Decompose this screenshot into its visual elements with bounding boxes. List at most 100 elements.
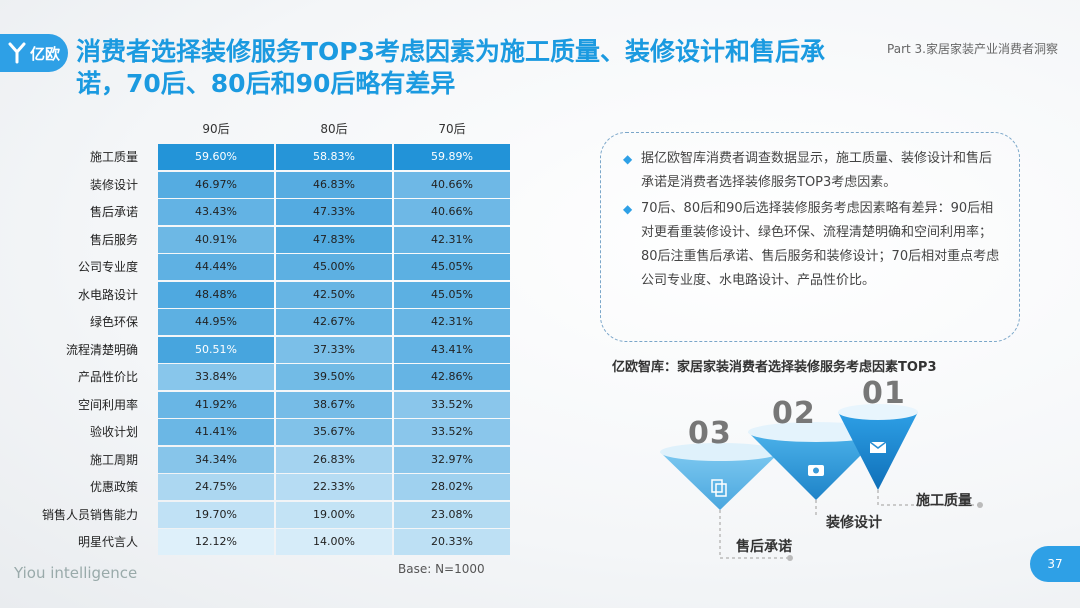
envelope-icon xyxy=(869,441,887,453)
diamond-icon: ◆ xyxy=(623,202,633,216)
column-header: 80后 xyxy=(320,122,348,136)
table-cell: 12.12% xyxy=(158,529,274,555)
table-cell: 41.41% xyxy=(158,419,274,445)
table-cell: 40.66% xyxy=(394,171,510,198)
table-row: 空间利用率 41.92% 38.67% 33.52% xyxy=(18,391,510,418)
row-label: 流程清楚明确 xyxy=(65,342,138,357)
callout-bullet: ◆ 70后、80后和90后选择装修服务考虑因素略有差异：90后相对更看重装修设计… xyxy=(623,197,1001,293)
table-cell: 42.31% xyxy=(394,226,510,253)
rank-03: 03 xyxy=(688,416,732,451)
table-cell: 28.02% xyxy=(394,474,510,500)
insight-callout: ◆ 据亿欧智库消费者调查数据显示，施工质量、装修设计和售后承诺是消费者选择装修服… xyxy=(600,132,1020,342)
row-label: 售后承诺 xyxy=(89,205,138,219)
rank-02: 02 xyxy=(772,396,816,431)
table-cell: 19.00% xyxy=(276,501,392,528)
table-cell: 35.67% xyxy=(276,419,392,445)
table-cell: 45.05% xyxy=(394,281,510,308)
table-row: 施工质量 59.60% 58.83% 59.89% xyxy=(18,144,510,170)
row-label: 销售人员销售能力 xyxy=(41,507,138,522)
copy-icon xyxy=(711,479,727,497)
table-cell: 59.89% xyxy=(394,144,510,170)
table-row: 施工周期 34.34% 26.83% 32.97% xyxy=(18,446,510,473)
table-cell: 41.92% xyxy=(158,391,274,418)
table-row: 销售人员销售能力 19.70% 19.00% 23.08% xyxy=(18,501,510,528)
row-label: 空间利用率 xyxy=(77,397,138,412)
table-cell: 23.08% xyxy=(394,501,510,528)
table-row: 明星代言人 12.12% 14.00% 20.33% xyxy=(18,529,510,555)
table-cell: 33.52% xyxy=(394,391,510,418)
table-cell: 26.83% xyxy=(276,446,392,473)
label-rank-01: 施工质量 xyxy=(916,493,972,509)
logo-text: 亿欧 xyxy=(29,44,60,63)
row-label: 明星代言人 xyxy=(77,535,138,549)
row-label: 验收计划 xyxy=(89,425,138,439)
table-cell: 24.75% xyxy=(158,474,274,500)
table-cell: 50.51% xyxy=(158,336,274,363)
table-cell: 34.34% xyxy=(158,446,274,473)
table-cell: 19.70% xyxy=(158,501,274,528)
rank-01: 01 xyxy=(862,376,906,411)
table-cell: 44.95% xyxy=(158,309,274,335)
table-cell: 39.50% xyxy=(276,364,392,390)
table-row: 验收计划 41.41% 35.67% 33.52% xyxy=(18,419,510,445)
table-row: 公司专业度 44.44% 45.00% 45.05% xyxy=(18,254,510,280)
table-row: 售后承诺 43.43% 47.33% 40.66% xyxy=(18,199,510,225)
table-row: 优惠政策 24.75% 22.33% 28.02% xyxy=(18,474,510,500)
cones-graphic xyxy=(660,404,983,561)
table-cell: 42.86% xyxy=(394,364,510,390)
table-cell: 47.33% xyxy=(276,199,392,225)
table-cell: 58.83% xyxy=(276,144,392,170)
row-label: 公司专业度 xyxy=(77,260,138,274)
infographic-subtitle: 亿欧智库：家居家装消费者选择装修服务考虑因素TOP3 xyxy=(612,360,937,375)
cone-03 xyxy=(660,452,780,510)
table-cell: 45.05% xyxy=(394,254,510,280)
table-cell: 47.83% xyxy=(276,226,392,253)
table-cell: 38.67% xyxy=(276,391,392,418)
diamond-icon: ◆ xyxy=(623,152,633,166)
table-cell: 44.44% xyxy=(158,254,274,280)
page-title: 消费者选择装修服务TOP3考虑因素为施工质量、装修设计和售后承诺，70后、80后… xyxy=(76,37,826,98)
footer-brand: Yiou intelligence xyxy=(14,564,138,582)
table-cell: 43.43% xyxy=(158,199,274,225)
table-row: 装修设计 46.97% 46.83% 40.66% xyxy=(18,171,510,198)
table-cell: 37.33% xyxy=(276,336,392,363)
connector-line xyxy=(877,490,980,506)
table-cell: 48.48% xyxy=(158,281,274,308)
table-cell: 40.91% xyxy=(158,226,274,253)
base-note: Base: N=1000 xyxy=(398,562,485,576)
table-cell: 42.31% xyxy=(394,309,510,335)
table-row: 水电路设计 48.48% 42.50% 45.05% xyxy=(18,281,510,308)
table-cell: 14.00% xyxy=(276,529,392,555)
page-number: 37 xyxy=(1030,546,1080,582)
label-rank-02: 装修设计 xyxy=(826,515,882,531)
logo-icon xyxy=(8,42,26,64)
row-label: 施工周期 xyxy=(89,452,138,467)
table-row: 售后服务 40.91% 47.83% 42.31% xyxy=(18,226,510,253)
table-cell: 46.83% xyxy=(276,171,392,198)
row-label: 施工质量 xyxy=(89,150,138,164)
row-label: 优惠政策 xyxy=(89,480,138,494)
table-row: 流程清楚明确 50.51% 37.33% 43.41% xyxy=(18,336,510,363)
bullet-text: 70后、80后和90后选择装修服务考虑因素略有差异：90后相对更看重装修设计、绿… xyxy=(641,201,1000,288)
table-row: 绿色环保 44.95% 42.67% 42.31% xyxy=(18,309,510,335)
part-label: Part 3.家居家装产业消费者洞察 xyxy=(887,42,1058,56)
row-label: 绿色环保 xyxy=(89,315,138,329)
table-row: 产品性价比 33.84% 39.50% 42.86% xyxy=(18,364,510,390)
callout-bullet: ◆ 据亿欧智库消费者调查数据显示，施工质量、装修设计和售后承诺是消费者选择装修服… xyxy=(623,147,1001,195)
table-cell: 42.50% xyxy=(276,281,392,308)
camera-icon xyxy=(808,465,824,476)
table-cell: 22.33% xyxy=(276,474,392,500)
row-label: 装修设计 xyxy=(89,177,138,192)
table-cell: 32.97% xyxy=(394,446,510,473)
label-rank-03: 售后承诺 xyxy=(736,539,792,555)
row-label: 产品性价比 xyxy=(77,370,138,384)
row-label: 售后服务 xyxy=(89,232,138,247)
table-cell: 46.97% xyxy=(158,171,274,198)
table-cell: 33.52% xyxy=(394,419,510,445)
table-cell: 40.66% xyxy=(394,199,510,225)
connector-line xyxy=(719,510,790,559)
table-cell: 20.33% xyxy=(394,529,510,555)
column-header: 70后 xyxy=(438,122,466,136)
bullet-text: 据亿欧智库消费者调查数据显示，施工质量、装修设计和售后承诺是消费者选择装修服务T… xyxy=(641,151,993,190)
table-cell: 42.67% xyxy=(276,309,392,335)
